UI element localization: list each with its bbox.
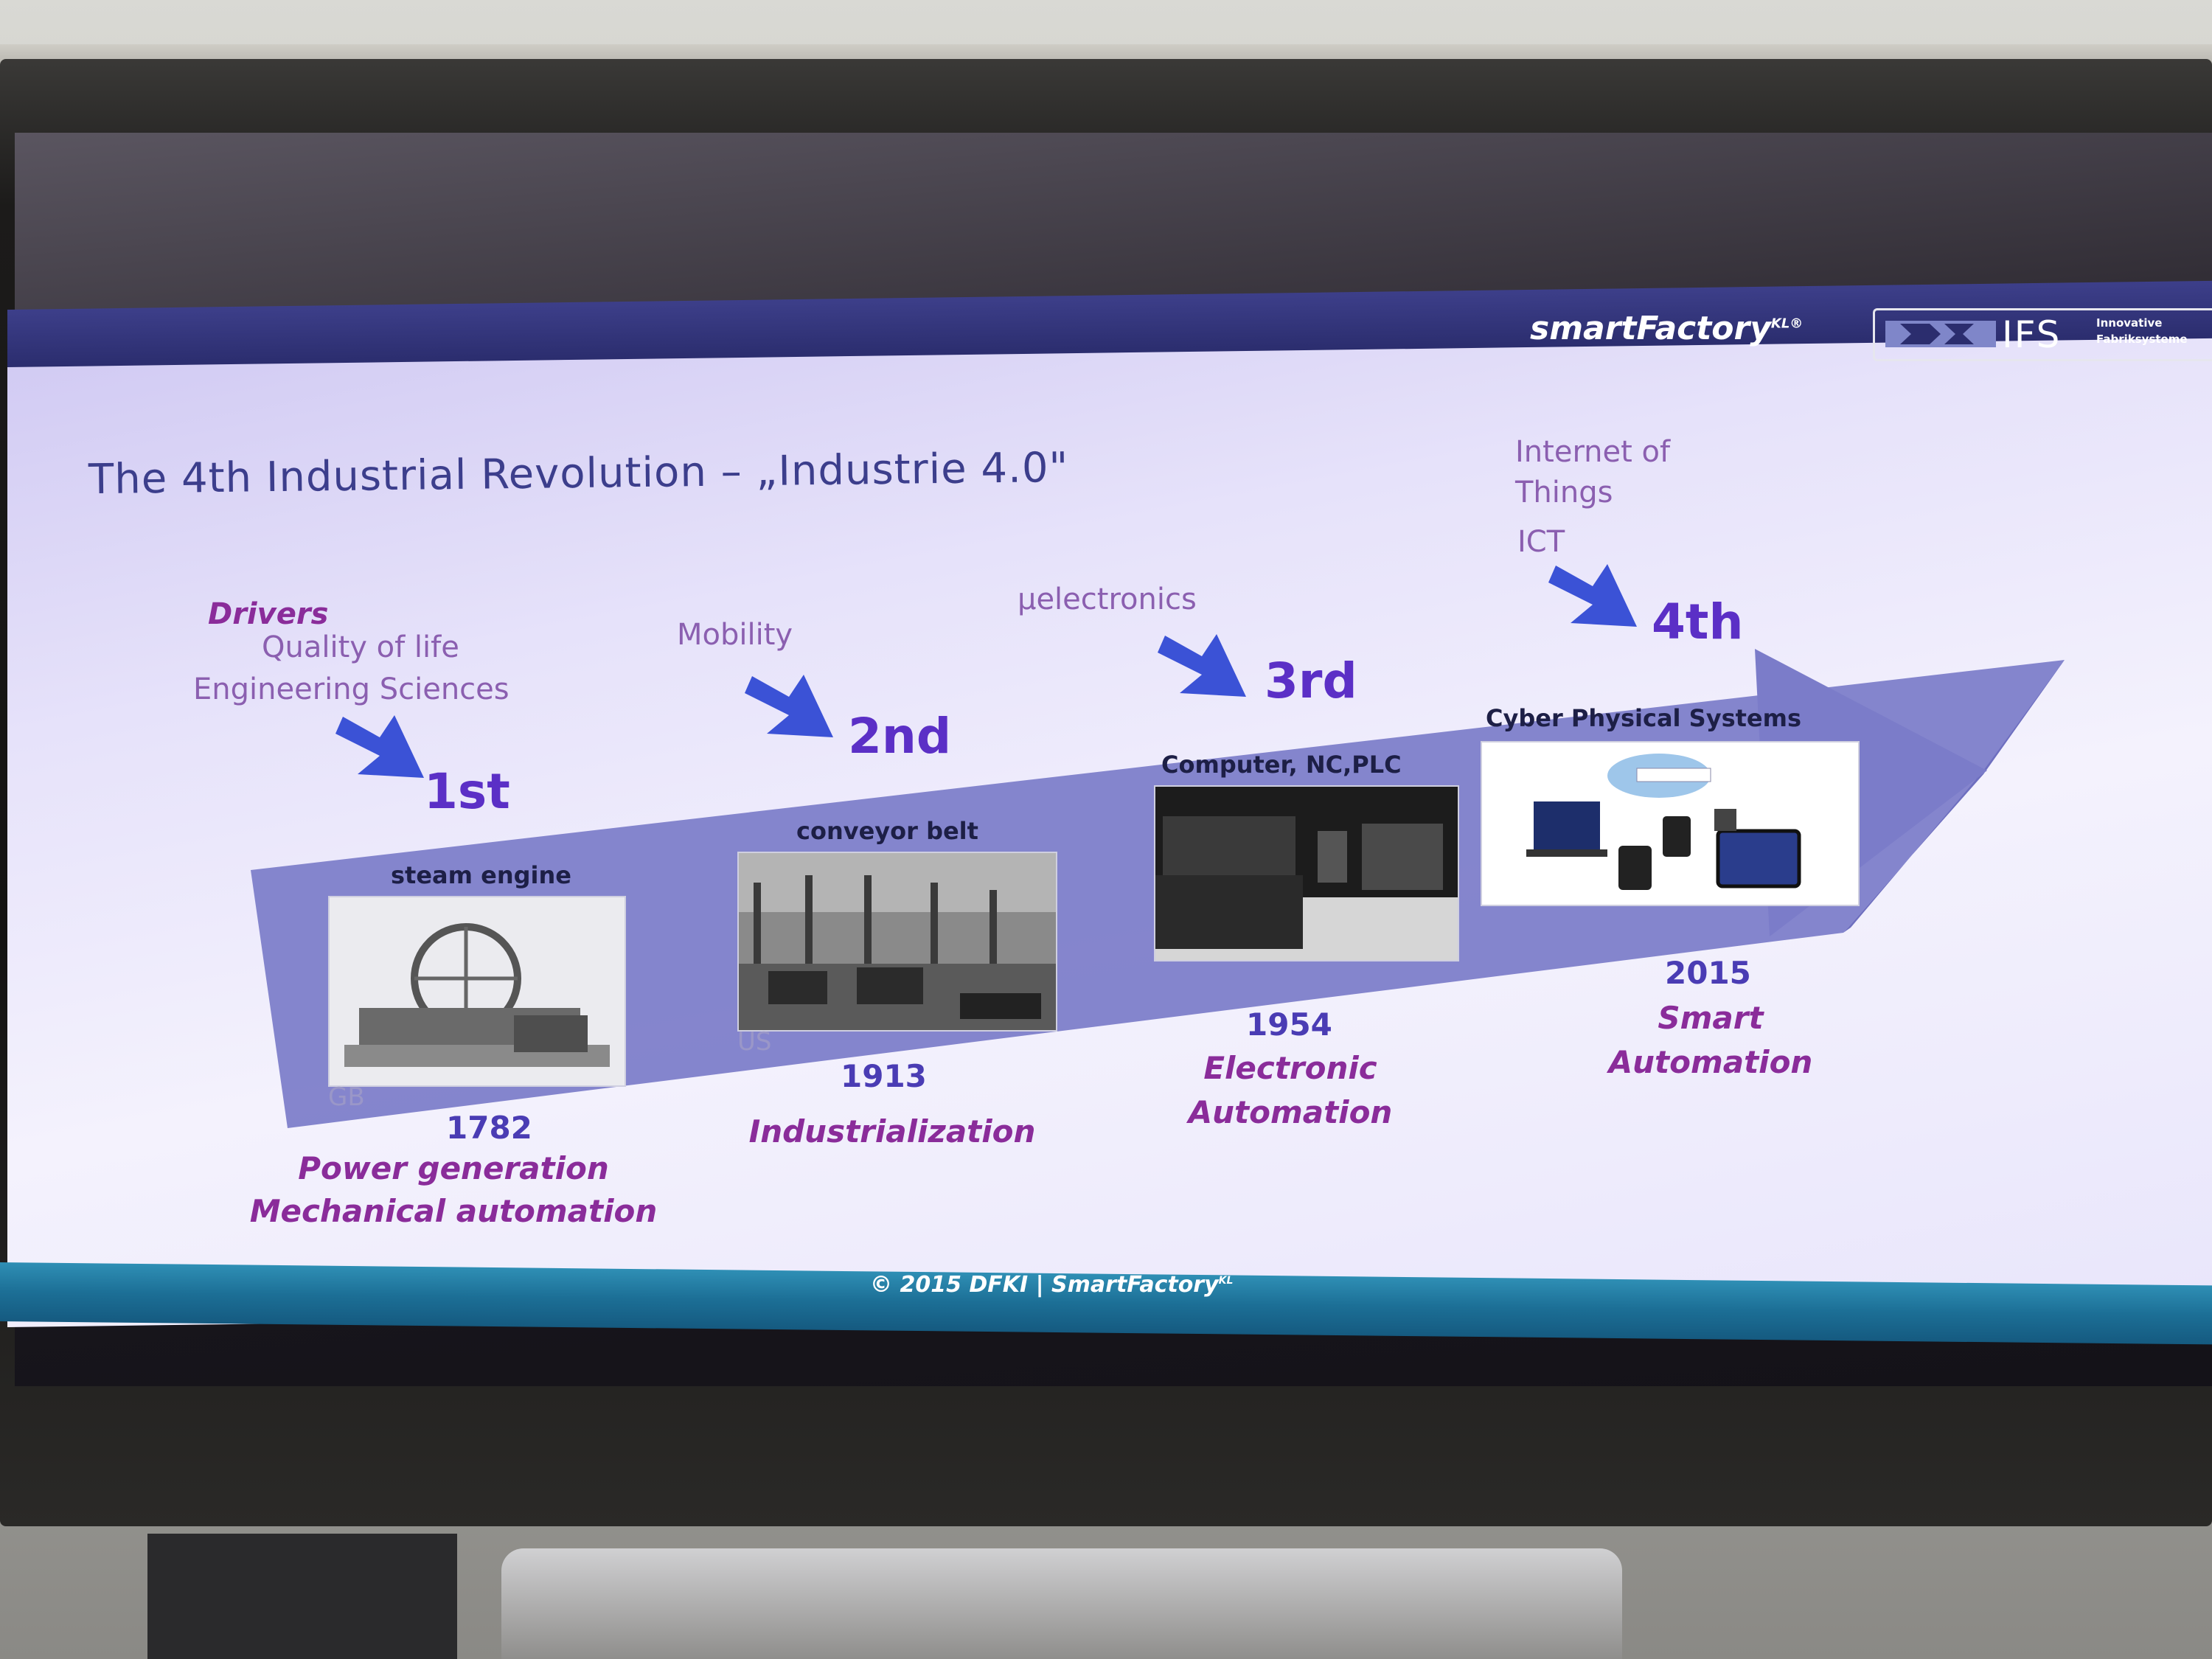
era-smart: Smart xyxy=(1658,1000,1764,1036)
era-automation-3rd: Automation xyxy=(1188,1094,1393,1130)
ifs-emblem-icon xyxy=(1885,321,1996,347)
ordinal-3rd: 3rd xyxy=(1265,653,1357,709)
down-arrow-icon-2 xyxy=(745,675,833,737)
era-electronic: Electronic xyxy=(1203,1050,1377,1086)
drivers-heading: Drivers xyxy=(208,597,329,631)
ifs-wordmark: IFS xyxy=(2002,313,2062,356)
down-arrow-icon-1 xyxy=(335,715,424,778)
year-2015: 2015 xyxy=(1665,955,1751,991)
slide-footer-text: © 2015 DFKI | SmartFactoryKL xyxy=(870,1272,1234,1298)
country-gb: GB xyxy=(328,1082,365,1112)
driver-microelectronics: µelectronics xyxy=(1018,582,1197,616)
year-1954: 1954 xyxy=(1246,1006,1332,1043)
era-industrialization: Industrialization xyxy=(748,1113,1036,1150)
steam-engine-image xyxy=(328,896,626,1087)
driver-quality-of-life: Quality of life xyxy=(262,630,459,664)
caption-steam-engine: steam engine xyxy=(391,861,571,889)
down-arrow-icon-3 xyxy=(1158,634,1246,697)
conveyor-belt-image xyxy=(737,852,1057,1032)
driver-things: Things xyxy=(1515,476,1613,509)
ifs-sub-2: Fabriksysteme xyxy=(2096,333,2188,346)
year-1782: 1782 xyxy=(446,1110,532,1146)
smartfactory-logo: smartFactoryKL® xyxy=(1530,310,1804,347)
era-power-generation: Power generation xyxy=(298,1150,609,1186)
ifs-sub-1: Innovative xyxy=(2096,316,2163,330)
driver-ict: ICT xyxy=(1517,525,1565,559)
driver-engineering-sciences: Engineering Sciences xyxy=(193,672,509,706)
equipment-left xyxy=(147,1534,457,1659)
cyber-physical-systems-image xyxy=(1481,741,1860,906)
caption-conveyor-belt: conveyor belt xyxy=(796,817,978,845)
country-us: US xyxy=(737,1027,772,1057)
ordinal-4th: 4th xyxy=(1652,594,1744,650)
ifs-logo: IFS Innovative Fabriksysteme xyxy=(1873,308,2212,361)
ordinal-1st: 1st xyxy=(424,763,510,820)
caption-cyber-physical-systems: Cyber Physical Systems xyxy=(1486,704,1801,732)
driver-internet-of: Internet of xyxy=(1515,435,1671,469)
ordinal-2nd: 2nd xyxy=(848,708,952,765)
monitor-stand xyxy=(501,1548,1622,1659)
year-1913: 1913 xyxy=(841,1058,927,1094)
era-mechanical-automation: Mechanical automation xyxy=(249,1193,658,1229)
era-automation-4th: Automation xyxy=(1608,1044,1813,1080)
driver-mobility: Mobility xyxy=(677,618,793,652)
computer-nc-plc-image xyxy=(1154,785,1459,961)
caption-computer-nc-plc: Computer, NC,PLC xyxy=(1161,751,1402,779)
down-arrow-icon-4 xyxy=(1548,564,1637,627)
